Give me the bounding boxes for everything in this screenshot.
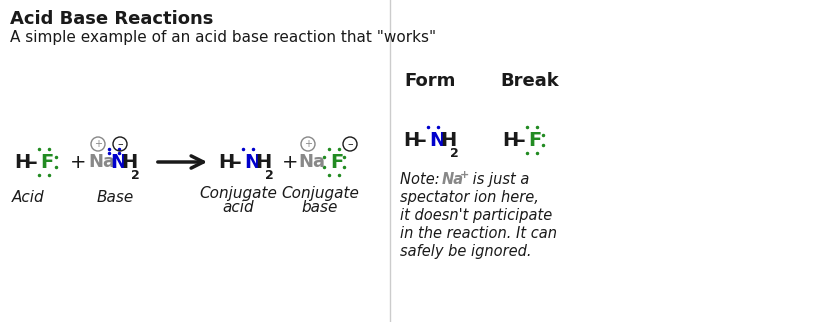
Text: safely be ignored.: safely be ignored. <box>400 244 531 259</box>
Text: base: base <box>302 200 338 215</box>
Text: Na: Na <box>442 172 464 187</box>
Text: +: + <box>70 153 87 172</box>
Text: spectator ion here,: spectator ion here, <box>400 190 539 205</box>
Text: N: N <box>110 153 126 172</box>
Text: Acid: Acid <box>12 190 44 205</box>
Text: Conjugate: Conjugate <box>281 186 359 201</box>
Text: Form: Form <box>405 72 456 90</box>
Text: H: H <box>403 130 419 149</box>
Text: F: F <box>330 153 344 172</box>
Text: 2: 2 <box>131 169 140 182</box>
Text: Conjugate: Conjugate <box>199 186 277 201</box>
Text: H: H <box>255 153 271 172</box>
Text: H: H <box>440 130 456 149</box>
Text: Na: Na <box>298 153 325 171</box>
Text: +: + <box>94 139 102 149</box>
Text: +: + <box>282 153 298 172</box>
Text: +: + <box>460 170 470 180</box>
Text: in the reaction. It can: in the reaction. It can <box>400 226 557 241</box>
Text: acid: acid <box>222 200 254 215</box>
Text: is just a: is just a <box>468 172 529 187</box>
Text: –: – <box>28 153 38 172</box>
Text: Note:: Note: <box>400 172 444 187</box>
Text: F: F <box>528 130 541 149</box>
Text: Na: Na <box>88 153 115 171</box>
Text: A simple example of an acid base reaction that "works": A simple example of an acid base reactio… <box>10 30 436 45</box>
Text: Acid Base Reactions: Acid Base Reactions <box>10 10 213 28</box>
Text: 2: 2 <box>265 169 274 182</box>
Text: it doesn't participate: it doesn't participate <box>400 208 552 223</box>
Text: –: – <box>417 130 427 149</box>
Text: Base: Base <box>96 190 133 205</box>
Text: 2: 2 <box>450 147 459 160</box>
Text: H: H <box>121 153 138 172</box>
Text: H: H <box>218 153 234 172</box>
Text: H: H <box>14 153 30 172</box>
Text: –: – <box>117 139 123 149</box>
Text: –: – <box>516 130 526 149</box>
Text: F: F <box>40 153 54 172</box>
Text: N: N <box>244 153 260 172</box>
Text: Break: Break <box>501 72 559 90</box>
Text: H: H <box>502 130 518 149</box>
Text: N: N <box>429 130 445 149</box>
Text: –: – <box>232 153 241 172</box>
Text: +: + <box>304 139 312 149</box>
Text: –: – <box>347 139 353 149</box>
